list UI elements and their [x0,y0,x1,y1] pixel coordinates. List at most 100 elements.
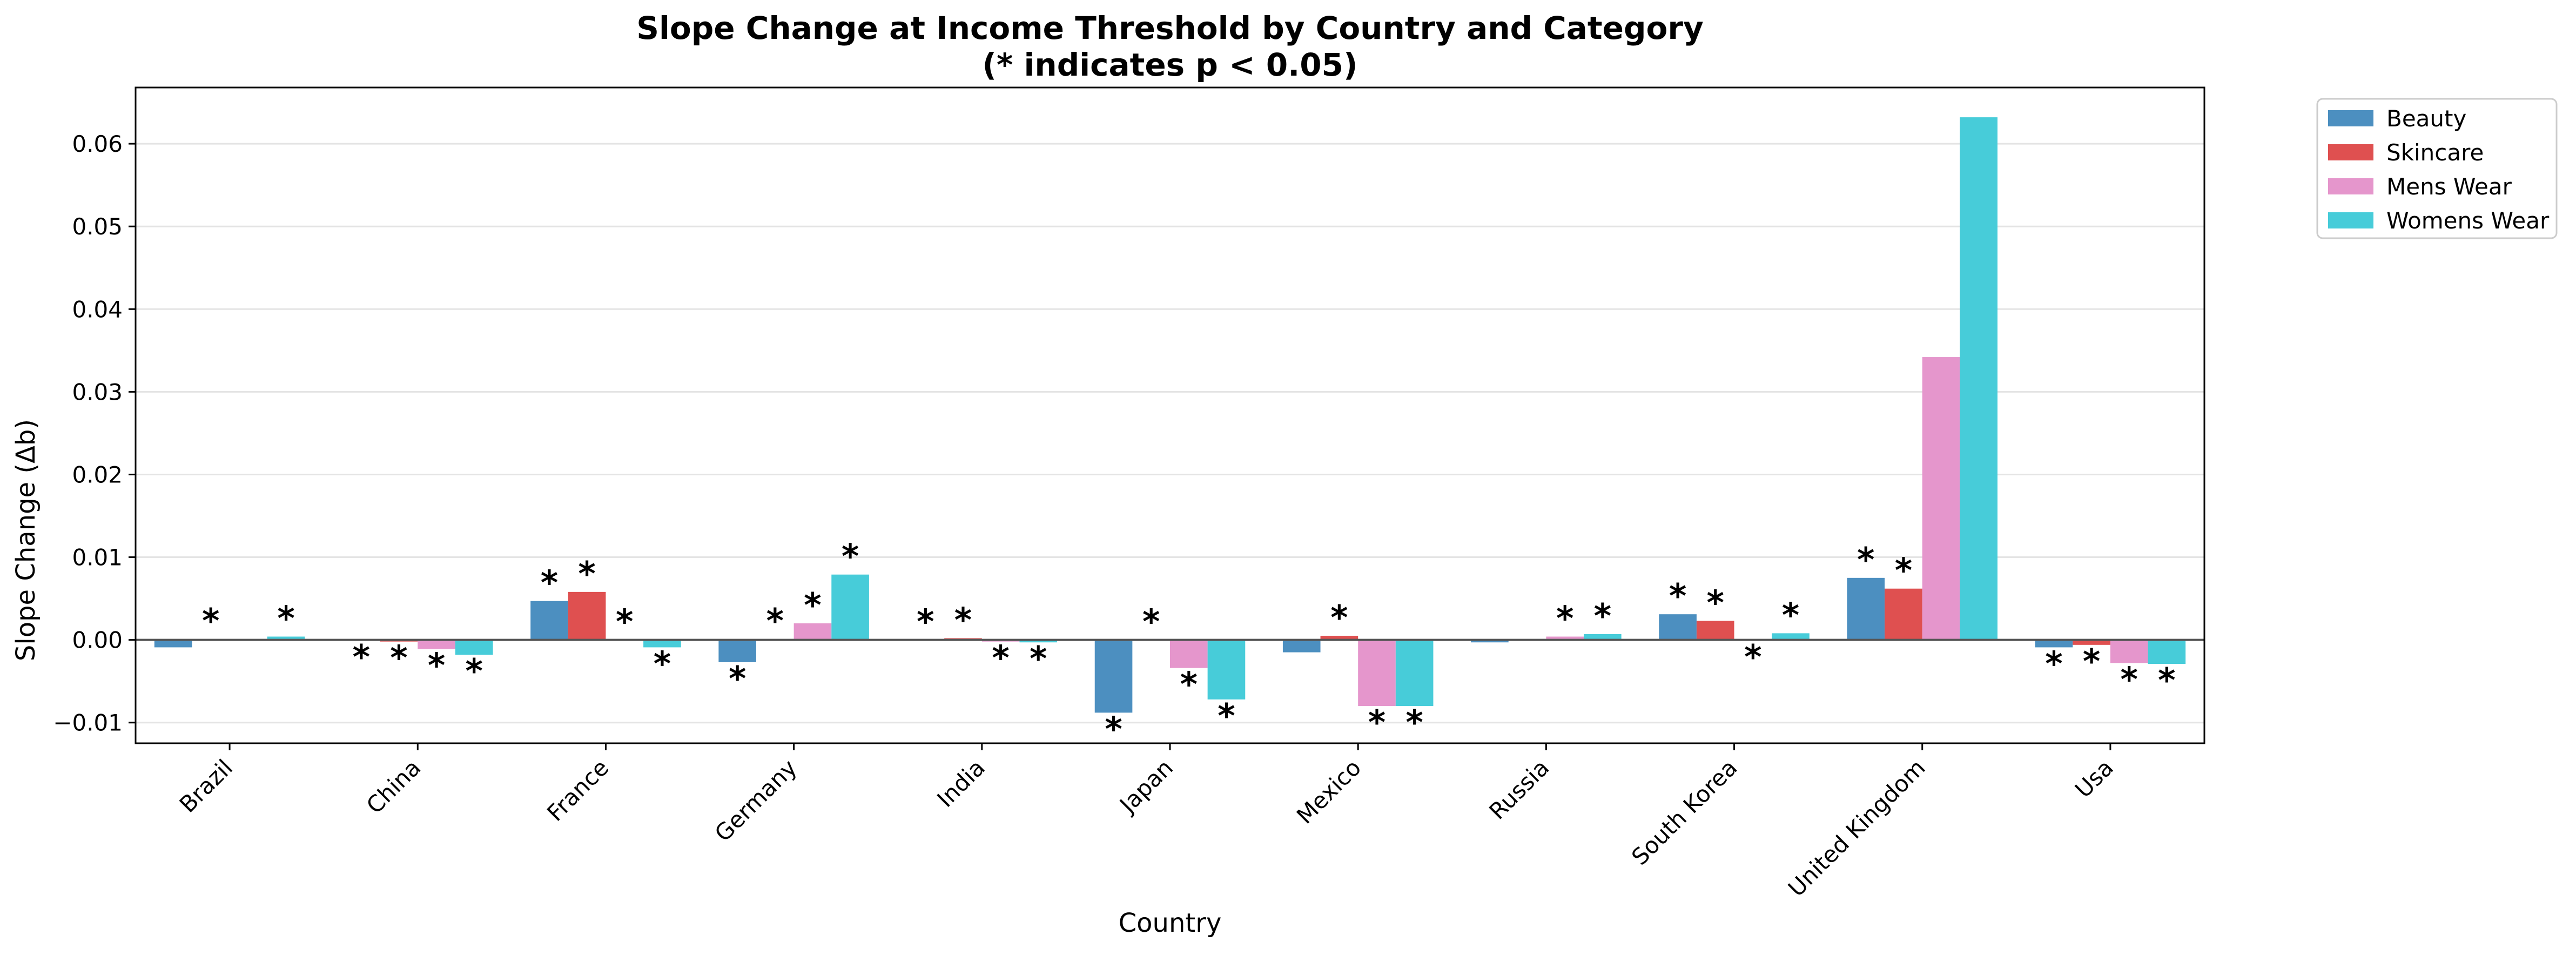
legend-label: Mens Wear [2386,173,2512,200]
bar [2110,640,2148,663]
x-tick-label: India [932,754,990,812]
significance-star: * [1594,596,1611,636]
y-tick-label: 0.05 [72,213,123,240]
y-axis-label: Slope Change (Δb) [11,419,41,661]
significance-star: * [1669,576,1686,616]
bar [1320,635,1358,640]
significance-star: * [842,537,859,576]
y-tick-label: 0.02 [72,461,123,488]
bar [1584,634,1622,640]
y-tick-label: 0.03 [72,379,123,405]
x-axis-label: Country [1119,908,1222,938]
bar [1885,588,1922,640]
bar [718,640,756,662]
significance-star: * [1556,599,1573,638]
significance-star: * [1782,595,1799,635]
significance-star: * [992,638,1009,678]
bar [1207,640,1246,700]
bar [2035,640,2073,648]
bar [1471,640,1509,643]
significance-star: * [654,644,671,683]
significance-star: * [466,651,483,691]
legend-label: Beauty [2386,105,2466,132]
x-tick-label: Usa [2070,754,2118,803]
bar [1772,633,1810,640]
significance-star: * [390,638,407,678]
legend-swatch [2328,110,2373,126]
bar [1019,640,1058,643]
significance-star: * [1368,703,1385,742]
significance-star: * [1218,696,1235,736]
legend-box [2316,98,2558,239]
y-tick-label: 0.04 [72,296,123,322]
significance-star: * [277,599,294,638]
significance-star: * [954,601,972,640]
legend-swatch [2328,144,2373,160]
significance-star: * [804,586,821,625]
significance-star: * [1105,709,1122,749]
x-tick-label: Mexico [1292,754,1366,829]
significance-star: * [1330,598,1348,637]
bar [1696,621,1734,640]
bar [2148,640,2186,664]
x-tick-label: Japan [1113,754,1178,819]
bar [1395,640,1434,707]
significance-star: * [616,602,633,642]
significance-star: * [1895,551,1912,590]
significance-star: * [1405,703,1423,742]
bar [831,574,869,640]
legend-swatch [2328,178,2373,194]
significance-star: * [1707,583,1724,622]
significance-star: * [2158,661,2175,700]
significance-star: * [578,554,595,594]
legend-label: Skincare [2386,139,2484,166]
x-tick-label: South Korea [1626,754,1743,870]
plot-frame [134,86,2205,744]
bar [1546,636,1584,640]
y-tick-label: 0.06 [72,131,123,157]
y-tick-label: 0.01 [72,544,123,571]
chart-title: Slope Change at Income Threshold by Coun… [636,10,1704,46]
significance-star: * [1857,540,1874,580]
x-tick-label: Germany [710,754,802,846]
significance-star: * [1180,665,1198,704]
significance-star: * [917,602,934,642]
significance-star: * [1030,639,1047,678]
significance-star: * [1142,602,1160,642]
bar [2073,640,2110,645]
significance-star: * [428,645,445,685]
significance-star: * [766,601,784,641]
bar [1960,117,1997,640]
bar [418,640,455,649]
bar [267,636,305,640]
x-tick-label: United Kingdom [1783,754,1931,902]
bar [1282,640,1321,653]
significance-star: * [1744,637,1761,677]
significance-star: * [2045,644,2062,683]
x-tick-label: France [542,754,614,826]
legend: Beauty Skincare Mens Wear Womens Wear [2316,98,2558,239]
significance-star: * [353,637,370,677]
x-tick-label: Russia [1484,754,1554,824]
y-tick-label: 0.00 [72,627,123,654]
x-tick-label: China [361,754,426,818]
bar [643,640,681,648]
significance-star: * [541,563,558,603]
bar [1659,614,1697,640]
legend-label: Womens Wear [2386,207,2550,234]
bar [1094,640,1133,713]
bar-series-group: * * * * * * * * * * * * * * * * * * * * * * * * * * * * * * * * * * * * * [154,117,2186,749]
legend-swatch [2328,212,2373,228]
bar [154,640,192,648]
bar [455,640,493,655]
bar [568,591,606,640]
significance-star: * [729,659,746,698]
y-tick-label: −0.01 [53,710,123,736]
significance-star: * [202,601,219,641]
significance-star: * [2083,642,2100,681]
bar [793,623,832,640]
bar [1847,577,1885,640]
axes: −0.01 0.00 0.01 0.02 0.03 0.04 0.05 0.06 Brazil C… [53,86,2205,902]
